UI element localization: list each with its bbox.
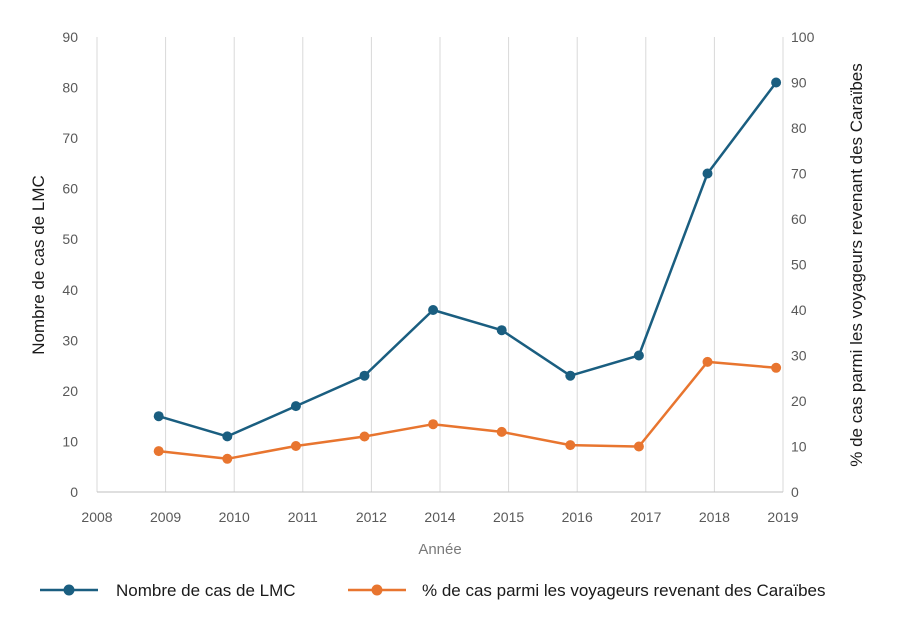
x-tick-label: 2019: [767, 509, 798, 525]
x-tick-label: 2012: [356, 509, 387, 525]
data-point: [222, 453, 233, 464]
data-point: [153, 411, 164, 422]
y-left-tick-label: 20: [62, 383, 78, 399]
data-point: [496, 325, 507, 336]
x-tick-label: 2014: [424, 509, 455, 525]
data-point: [565, 440, 576, 451]
legend-label-caribbean: % de cas parmi les voyageurs revenant de…: [422, 581, 825, 600]
data-point: [428, 305, 439, 315]
legend-marker-caribbean: [371, 584, 383, 596]
legend-item-caribbean: % de cas parmi les voyageurs revenant de…: [348, 581, 825, 600]
legend-label-lmc: Nombre de cas de LMC: [116, 581, 296, 600]
y-left-tick-label: 70: [62, 130, 78, 146]
y-right-tick-label: 90: [791, 75, 807, 91]
data-point: [290, 441, 301, 451]
x-tick-label: 2017: [630, 509, 661, 525]
x-tick-label: 2016: [562, 509, 593, 525]
x-tick-label: 2010: [219, 509, 250, 525]
y-right-tick-label: 60: [791, 211, 807, 227]
data-point: [633, 441, 644, 452]
y-right-tick-label: 10: [791, 439, 807, 455]
x-axis-title: Année: [418, 541, 461, 558]
y-right-tick-label: 30: [791, 348, 807, 364]
y-right-tick-label: 0: [791, 484, 799, 500]
series-layer: [153, 77, 782, 464]
series-caribbean: [153, 356, 782, 464]
y-right-tick-label: 100: [791, 29, 815, 45]
data-point: [702, 356, 713, 367]
x-axis-ticks: 2008 2009 2010 2011 2012 2014 2015 2016 2017 2018…: [81, 509, 798, 525]
y-left-tick-label: 10: [62, 433, 78, 449]
y-left-tick-label: 60: [62, 181, 78, 197]
y-left-tick-label: 90: [62, 29, 78, 45]
data-point: [771, 362, 782, 373]
data-point: [428, 419, 439, 430]
y-right-tick-label: 20: [791, 393, 807, 409]
x-tick-label: 2009: [150, 509, 181, 525]
series-lmc: [153, 77, 782, 442]
left-axis-ticks: 0 10 20 30 40 50 60 70 80 90: [62, 29, 78, 500]
y-right-tick-label: 50: [791, 257, 807, 273]
y-axis-left-title: Nombre de cas de LMC: [29, 175, 48, 355]
y-right-tick-label: 80: [791, 120, 807, 136]
data-point: [359, 431, 370, 442]
y-left-tick-label: 50: [62, 231, 78, 247]
data-point: [222, 431, 233, 442]
series-line: [158, 81, 778, 438]
data-point: [290, 401, 301, 412]
data-point: [153, 446, 164, 457]
data-point: [359, 370, 370, 381]
x-tick-label: 2015: [493, 509, 524, 525]
x-tick-label: 2011: [288, 509, 318, 525]
data-point: [771, 77, 782, 88]
data-point: [702, 168, 713, 179]
series-line: [158, 360, 777, 461]
y-left-tick-label: 0: [70, 484, 78, 500]
right-axis-ticks: 0 10 20 30 40 50 60 70 80 90 100: [791, 29, 815, 500]
data-point: [565, 370, 576, 381]
data-point: [496, 426, 507, 437]
legend-item-lmc: Nombre de cas de LMC: [40, 581, 296, 600]
x-tick-label: 2018: [699, 509, 730, 525]
data-point: [633, 350, 644, 361]
y-axis-right-title: % de cas parmi les voyageurs revenant de…: [847, 63, 866, 466]
legend-marker-lmc: [63, 584, 75, 596]
y-right-tick-label: 40: [791, 302, 807, 318]
gridlines: [96, 37, 784, 492]
y-left-tick-label: 40: [62, 282, 78, 298]
y-left-tick-label: 30: [62, 332, 78, 348]
y-right-tick-label: 70: [791, 166, 807, 182]
x-tick-label: 2008: [81, 509, 112, 525]
legend: Nombre de cas de LMC % de cas parmi les …: [40, 581, 825, 600]
y-left-tick-label: 80: [62, 80, 78, 96]
